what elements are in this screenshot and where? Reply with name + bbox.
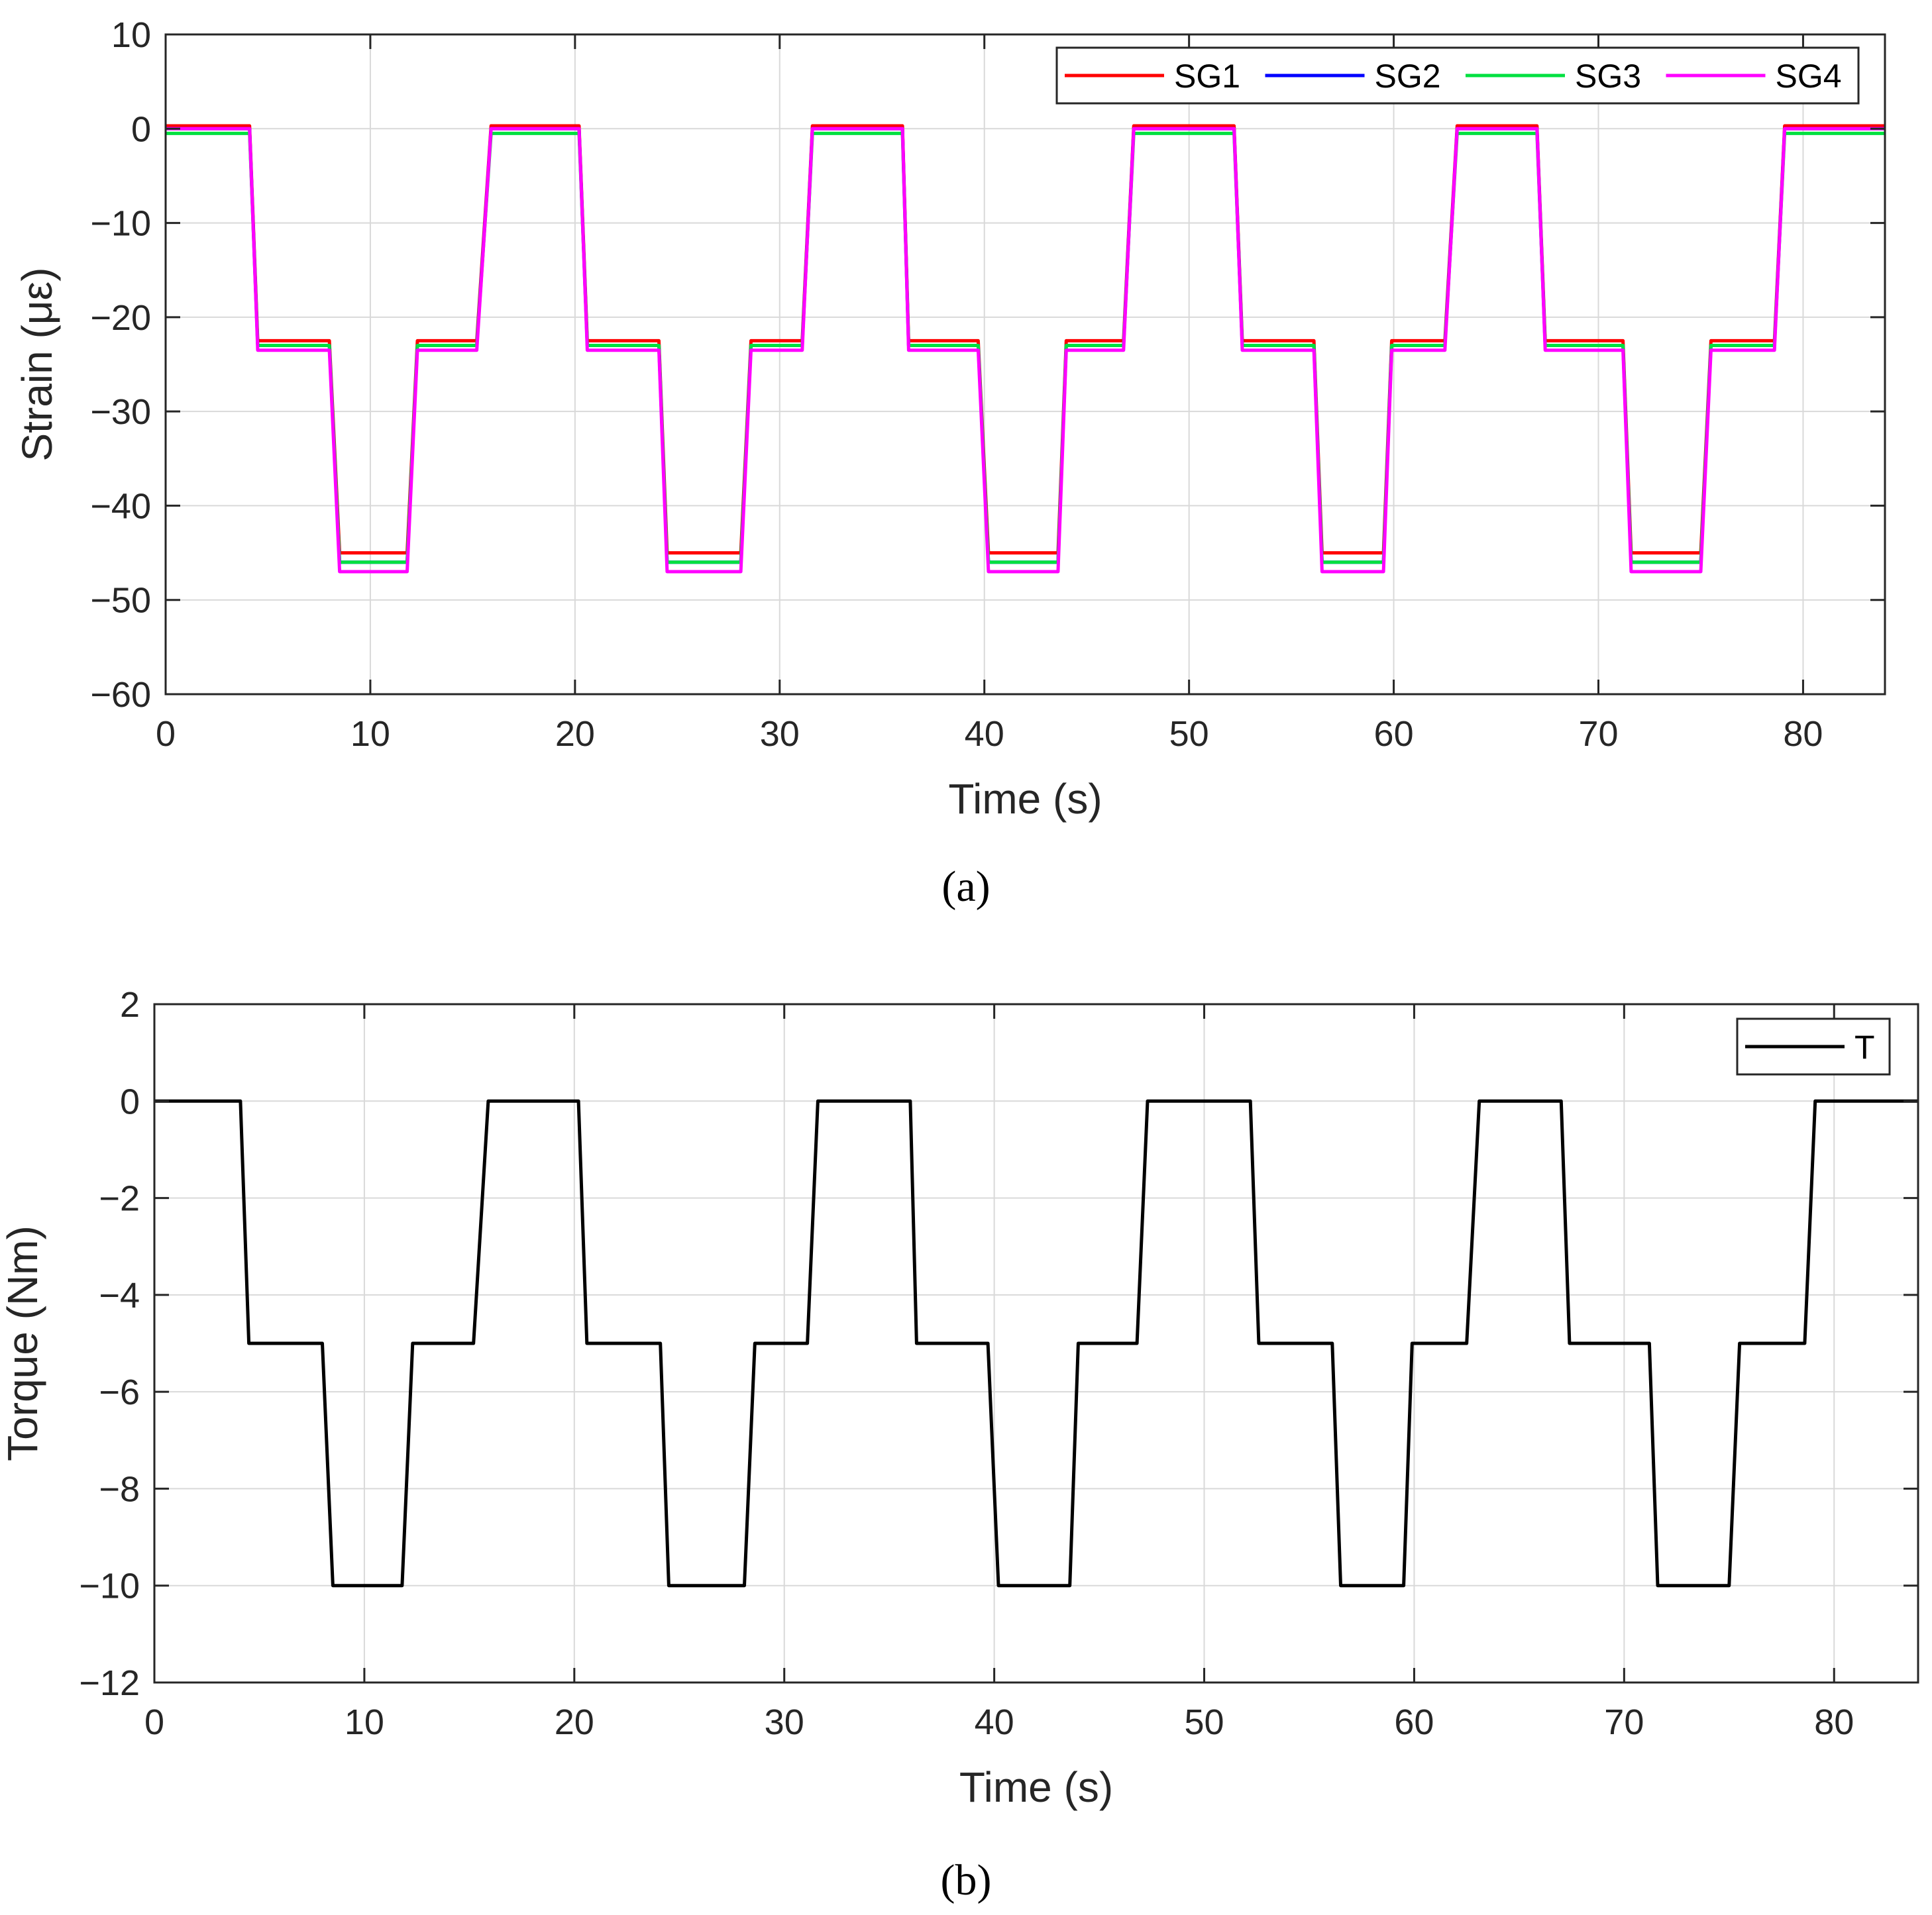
y-tick-label: −20: [90, 298, 151, 338]
legend: SG1 SG2 SG3 SG4: [1055, 46, 1860, 105]
y-tick-label: −10: [90, 204, 151, 244]
x-tick-label: 30: [760, 714, 800, 754]
y-tick-label: −60: [90, 675, 151, 715]
y-tick-label: −40: [90, 486, 151, 526]
x-axis-label: Time (s): [959, 1763, 1113, 1811]
x-tick-label: 60: [1374, 714, 1414, 754]
axes-frame: [164, 33, 1886, 696]
x-tick-label: 70: [1604, 1702, 1644, 1742]
x-tick-label: 0: [156, 714, 176, 754]
y-tick-label: −10: [79, 1567, 140, 1606]
x-tick-label: 20: [555, 714, 595, 754]
y-tick-label: −6: [99, 1372, 140, 1412]
series-line-sg3: [166, 131, 1885, 564]
x-tick-label: 50: [1169, 714, 1209, 754]
series-line-sg1: [166, 124, 1885, 555]
y-tick-label: −8: [99, 1469, 140, 1509]
legend: T: [1736, 1017, 1891, 1076]
y-tick-label: 10: [111, 15, 151, 55]
legend-label-sg4: SG4: [1776, 58, 1842, 95]
x-tick-label: 30: [765, 1702, 804, 1742]
x-tick-label: 40: [965, 714, 1004, 754]
plot-area: [166, 34, 1885, 694]
y-tick-label: −4: [99, 1276, 140, 1316]
y-tick-label: 0: [120, 1082, 140, 1121]
x-tick-label: 80: [1783, 714, 1823, 754]
x-tick-label: 50: [1184, 1702, 1224, 1742]
y-tick-label: 0: [131, 109, 151, 149]
caption-b: (b): [941, 1856, 992, 1904]
y-tick-label: −50: [90, 581, 151, 621]
x-tick-label: 0: [144, 1702, 164, 1742]
legend-label-sg3: SG3: [1575, 58, 1641, 95]
y-axis-label: Strain (με): [13, 268, 61, 462]
x-tick-label: 20: [555, 1702, 594, 1742]
y-tick-label: −12: [79, 1663, 140, 1703]
x-axis-label: Time (s): [948, 775, 1102, 823]
series-line-t: [154, 1099, 1918, 1588]
x-tick-label: 40: [975, 1702, 1014, 1742]
strain-chart: 0 10 20 30 40 50 60 70 80 10 0 −10 −20 −30 −40 −50 −60 Ti…: [13, 15, 1886, 823]
x-tick-label: 70: [1578, 714, 1618, 754]
series-line-sg4: [166, 127, 1885, 574]
y-tick-label: 2: [120, 985, 140, 1025]
x-tick-label: 10: [345, 1702, 384, 1742]
x-tick-label: 10: [350, 714, 390, 754]
y-axis-label: Torque (Nm): [0, 1225, 46, 1461]
caption-a: (a): [941, 862, 990, 911]
legend-label-t: T: [1854, 1029, 1875, 1066]
x-tick-label: 80: [1814, 1702, 1854, 1742]
legend-label-sg2: SG2: [1375, 58, 1441, 95]
y-tick-label: −30: [90, 392, 151, 432]
x-tick-label: 60: [1394, 1702, 1434, 1742]
y-tick-label: −2: [99, 1179, 140, 1219]
axes-frame: [153, 1003, 1919, 1684]
legend-label-sg1: SG1: [1174, 58, 1240, 95]
